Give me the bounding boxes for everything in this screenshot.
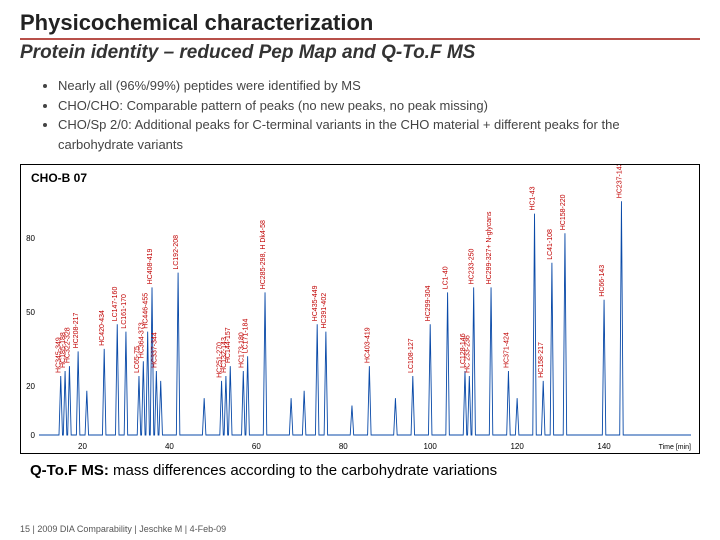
svg-text:LC161-170: LC161-170 bbox=[121, 294, 128, 329]
svg-text:120: 120 bbox=[510, 442, 524, 451]
svg-text:100: 100 bbox=[424, 442, 438, 451]
bottom-summary: Q-To.F MS: mass differences according to… bbox=[30, 462, 690, 479]
svg-text:HC337-344: HC337-344 bbox=[151, 332, 158, 368]
svg-text:HC158-220: HC158-220 bbox=[560, 194, 567, 230]
svg-text:140: 140 bbox=[597, 442, 611, 451]
bottom-bold: Q-To.F MS: bbox=[30, 462, 109, 479]
svg-text:50: 50 bbox=[26, 308, 35, 317]
svg-text:HC285-298, H Dk4-58: HC285-298, H Dk4-58 bbox=[260, 220, 267, 289]
svg-text:40: 40 bbox=[165, 442, 174, 451]
svg-text:HC446-455: HC446-455 bbox=[143, 293, 150, 329]
svg-text:HC408-419: HC408-419 bbox=[147, 248, 154, 284]
svg-text:HC1-43: HC1-43 bbox=[530, 186, 537, 210]
svg-text:60: 60 bbox=[252, 442, 261, 451]
svg-text:Time [min]: Time [min] bbox=[659, 444, 691, 451]
svg-text:HC237-143, HC 77-131: HC237-143, HC 77-131 bbox=[616, 165, 623, 198]
svg-text:HC391-402: HC391-402 bbox=[321, 293, 328, 329]
svg-text:LC147-160: LC147-160 bbox=[112, 287, 119, 322]
svg-text:LC192-208: LC192-208 bbox=[173, 235, 180, 270]
svg-text:0: 0 bbox=[31, 431, 36, 440]
bullet-item: Nearly all (96%/99%) peptides were ident… bbox=[58, 76, 690, 96]
svg-text:HC 233-236: HC 233-236 bbox=[464, 335, 471, 373]
svg-text:HC233-250: HC233-250 bbox=[469, 248, 476, 284]
slide-subtitle: Protein identity – reduced Pep Map and Q… bbox=[20, 42, 700, 64]
bullet-item: CHO/Sp 2/0: Additional peaks for C-termi… bbox=[58, 115, 690, 154]
bottom-rest: mass differences according to the carboh… bbox=[109, 462, 497, 479]
svg-text:HC435-449: HC435-449 bbox=[312, 285, 319, 321]
svg-text:80: 80 bbox=[339, 442, 348, 451]
svg-text:20: 20 bbox=[78, 442, 87, 451]
svg-text:HC403-419: HC403-419 bbox=[364, 327, 371, 363]
svg-text:HC208-217: HC208-217 bbox=[73, 312, 80, 348]
svg-text:HC158-217: HC158-217 bbox=[538, 342, 545, 378]
svg-text:80: 80 bbox=[26, 234, 35, 243]
slide-title: Physicochemical characterization bbox=[20, 10, 700, 40]
svg-text:HC66-143: HC66-143 bbox=[599, 265, 606, 297]
svg-text:HC420-434: HC420-434 bbox=[99, 310, 106, 346]
svg-text:HC144-157: HC144-157 bbox=[225, 327, 232, 363]
bullet-list: Nearly all (96%/99%) peptides were ident… bbox=[40, 76, 690, 154]
svg-text:HC299-304: HC299-304 bbox=[425, 285, 432, 321]
svg-text:HC299-327+ N-glycans: HC299-327+ N-glycans bbox=[486, 211, 493, 284]
svg-text:LC171-184: LC171-184 bbox=[243, 319, 250, 354]
bullet-item: CHO/CHO: Comparable pattern of peaks (no… bbox=[58, 96, 690, 116]
svg-text:LC1-40: LC1-40 bbox=[443, 266, 450, 289]
chromatogram-chart: CHO-B 07 020508020406080100120140Time [m… bbox=[20, 164, 700, 454]
chart-svg: 020508020406080100120140Time [min]HC345-… bbox=[21, 165, 701, 455]
footer-text: 15 | 2009 DIA Comparability | Jeschke M … bbox=[20, 524, 226, 534]
svg-text:LC41-108: LC41-108 bbox=[547, 229, 554, 260]
svg-text:LC108-127: LC108-127 bbox=[408, 338, 415, 373]
svg-text:20: 20 bbox=[26, 382, 35, 391]
svg-text:HC371-424: HC371-424 bbox=[503, 332, 510, 368]
svg-text:HC322-328: HC322-328 bbox=[64, 327, 71, 363]
